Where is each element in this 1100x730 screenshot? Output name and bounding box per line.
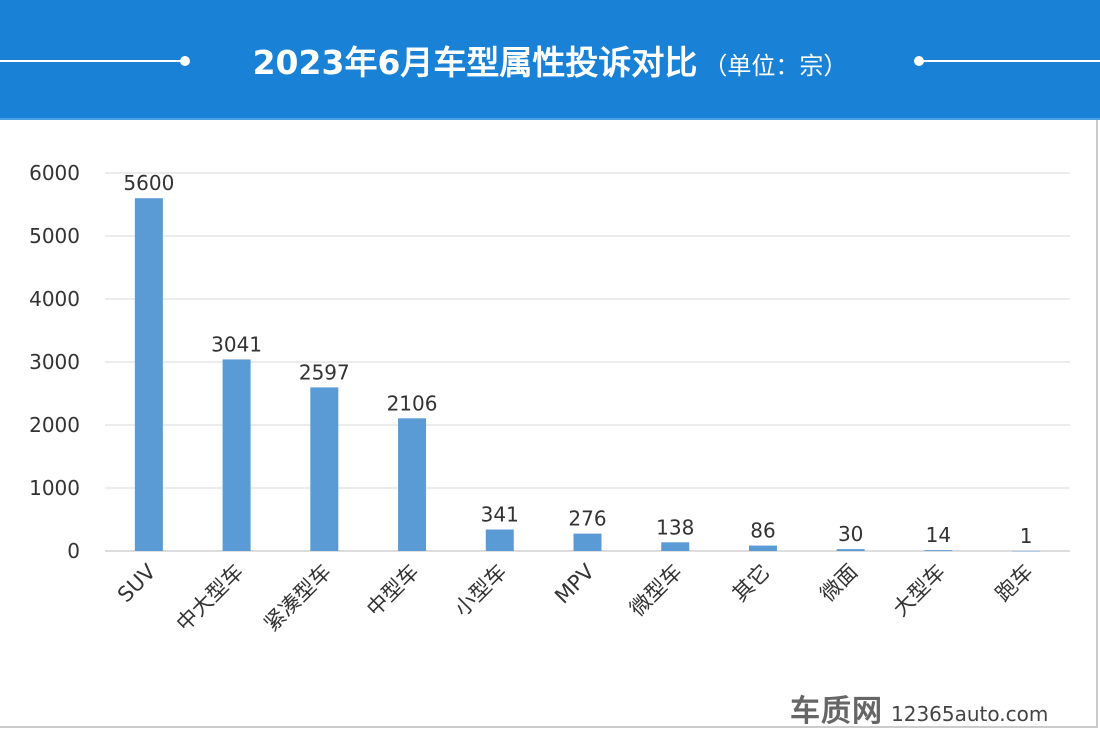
y-tick-label: 2000 [29,413,80,437]
bar [836,549,865,551]
watermark-logo: 车质网 12365auto.com [790,686,1048,730]
bar [485,529,514,551]
decor-line-right [920,60,1100,62]
y-tick-label: 4000 [29,287,80,311]
data-label: 30 [838,522,863,546]
x-tick-label: 小型车 [450,560,512,622]
bar [1012,550,1041,552]
bar [222,359,251,551]
x-tick-label: MPV [550,559,599,608]
data-label: 86 [750,519,775,543]
chart-title: 2023年6月车型属性投诉对比 （单位：宗） [0,36,1100,84]
decor-dot-right [914,56,924,66]
bar [661,542,690,551]
x-tick-label: 中型车 [362,560,424,622]
data-label: 138 [656,515,694,539]
x-tick-label: 其它 [728,560,775,607]
y-tick-label: 5000 [29,224,80,248]
x-tick-label: SUV [113,559,161,607]
unit-text: （单位：宗） [703,52,848,80]
y-tick-label: 1000 [29,476,80,500]
x-tick-label: 微型车 [625,560,687,622]
x-tick-label: 紧凑型车 [259,560,335,636]
decor-dot-left [180,56,190,66]
decor-line-left [0,60,183,62]
data-label: 2106 [387,391,438,415]
data-label: 1 [1020,524,1033,548]
bar [924,550,953,551]
data-label: 14 [926,523,951,547]
data-label: 2597 [299,360,350,384]
watermark-brand: 车质网 [790,694,883,729]
bar [748,545,777,551]
title-banner: 2023年6月车型属性投诉对比 （单位：宗） [0,0,1100,120]
data-label: 5600 [123,171,174,195]
y-tick-label: 0 [67,539,80,563]
x-tick-label: 大型车 [888,560,950,622]
bar [134,198,163,551]
bar [310,387,339,551]
y-tick-label: 6000 [29,161,80,185]
data-label: 3041 [211,332,262,356]
watermark-url: 12365auto.com [891,702,1049,726]
title-text: 2023年6月车型属性投诉对比 [252,43,698,82]
data-label: 276 [568,507,606,531]
x-tick-label: 中大型车 [172,560,248,636]
chart-frame [0,120,1098,728]
x-tick-label: 微面 [816,560,863,607]
y-tick-label: 3000 [29,350,80,374]
bar [398,418,427,551]
data-label: 341 [481,503,519,527]
x-tick-label: 跑车 [991,560,1038,607]
bar [573,533,602,551]
